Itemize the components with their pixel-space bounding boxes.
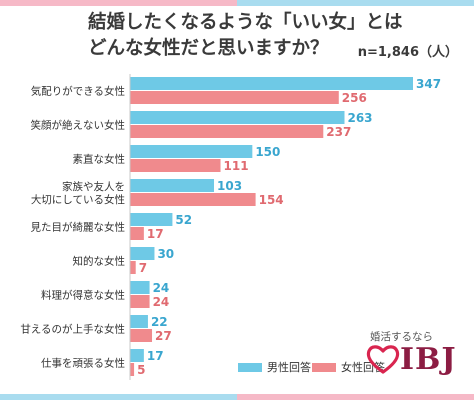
bar-male bbox=[130, 247, 155, 260]
category-label-line: 仕事を頑張る女性 bbox=[41, 357, 125, 370]
bar-female bbox=[130, 261, 136, 274]
bar-female bbox=[130, 227, 144, 240]
data-label-female: 5 bbox=[137, 363, 145, 377]
data-label-female: 237 bbox=[326, 125, 351, 139]
bar-female bbox=[130, 363, 135, 376]
bottom-border bbox=[0, 394, 474, 400]
legend-swatch-male bbox=[238, 362, 262, 372]
bar-female bbox=[130, 125, 324, 138]
top-border bbox=[0, 0, 474, 6]
bar-female bbox=[130, 329, 153, 342]
bar-male bbox=[130, 179, 215, 192]
data-label-male: 263 bbox=[347, 111, 372, 125]
category-label: 知的な女性 bbox=[73, 255, 126, 268]
bar-male bbox=[130, 213, 173, 226]
bar-female bbox=[130, 295, 150, 308]
data-label-female: 256 bbox=[342, 91, 367, 105]
bar-female bbox=[130, 91, 339, 104]
category-label: 家族や友人を大切にしている女性 bbox=[31, 180, 125, 206]
bar-female bbox=[130, 193, 256, 206]
data-label-female: 111 bbox=[224, 159, 249, 173]
bar-male bbox=[130, 111, 345, 124]
bar-male bbox=[130, 77, 413, 90]
data-label-male: 347 bbox=[416, 77, 441, 91]
category-label-line: 素直な女性 bbox=[73, 153, 126, 166]
data-label-female: 27 bbox=[155, 329, 172, 343]
category-label-line: 気配りができる女性 bbox=[31, 85, 125, 98]
data-label-female: 24 bbox=[153, 295, 170, 309]
data-label-male: 24 bbox=[153, 281, 170, 295]
brand-logo-text: IBJ bbox=[400, 342, 457, 377]
category-label-line: 知的な女性 bbox=[73, 255, 126, 268]
bar-male bbox=[130, 281, 150, 294]
category-label-line: 見た目が綺麗な女性 bbox=[31, 221, 126, 234]
bar-male bbox=[130, 349, 144, 362]
data-label-male: 52 bbox=[175, 213, 192, 227]
legend-item-male: 男性回答 bbox=[238, 359, 311, 375]
category-label: 見た目が綺麗な女性 bbox=[31, 221, 126, 234]
category-label: 仕事を頑張る女性 bbox=[41, 357, 125, 370]
category-label: 気配りができる女性 bbox=[31, 85, 125, 98]
heart-icon bbox=[366, 345, 400, 374]
data-label-male: 30 bbox=[157, 247, 174, 261]
data-label-female: 7 bbox=[139, 261, 147, 275]
data-label-male: 17 bbox=[147, 349, 164, 363]
legend-swatch-female bbox=[312, 362, 336, 372]
category-label: 甘えるのが上手な女性 bbox=[20, 323, 125, 336]
bar-male bbox=[130, 315, 148, 328]
bar-male bbox=[130, 145, 253, 158]
category-label-line: 家族や友人を bbox=[62, 180, 125, 193]
bar-female bbox=[130, 159, 221, 172]
data-label-male: 103 bbox=[217, 179, 242, 193]
data-label-female: 17 bbox=[147, 227, 164, 241]
data-label-male: 150 bbox=[255, 145, 280, 159]
sample-size-label: n=1,846（人） bbox=[357, 45, 458, 60]
data-label-female: 154 bbox=[259, 193, 284, 207]
category-label: 素直な女性 bbox=[73, 153, 126, 166]
category-label: 料理が得意な女性 bbox=[41, 289, 125, 302]
chart-title-line-2: どんな女性だと思いますか？ bbox=[88, 38, 329, 59]
category-label-line: 甘えるのが上手な女性 bbox=[20, 323, 125, 336]
brand-logo: 婚活するなら IBJ bbox=[364, 329, 464, 389]
data-label-male: 22 bbox=[151, 315, 168, 329]
category-label-line: 料理が得意な女性 bbox=[41, 289, 125, 302]
legend-label-male: 男性回答 bbox=[267, 361, 311, 374]
category-label-line: 大切にしている女性 bbox=[31, 193, 125, 206]
category-label: 笑顔が絶えない女性 bbox=[31, 119, 126, 132]
category-label-line: 笑顔が絶えない女性 bbox=[31, 119, 126, 132]
brand-tagline: 婚活するなら bbox=[370, 331, 433, 343]
chart-title-line-1: 結婚したくなるような「いい女」とは bbox=[88, 12, 403, 33]
chart-title: 結婚したくなるような「いい女」とは どんな女性だと思いますか？ bbox=[88, 10, 468, 62]
